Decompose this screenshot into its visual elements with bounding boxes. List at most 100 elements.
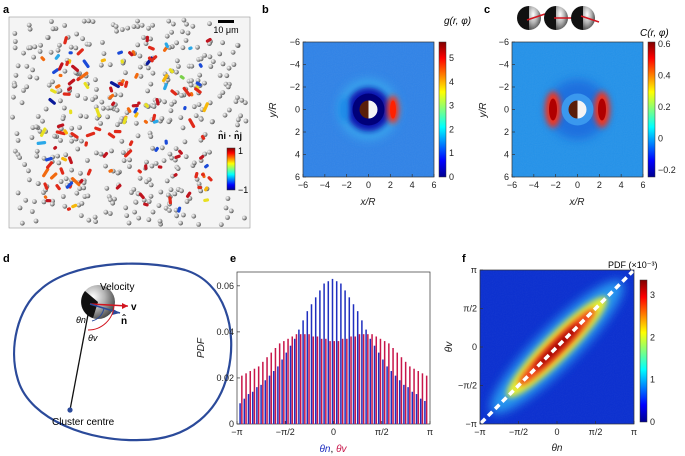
- particle: [109, 105, 114, 110]
- panel-e-label: e: [230, 253, 236, 265]
- trajectory: [36, 141, 47, 145]
- particle: [226, 107, 232, 113]
- trajectory: [188, 46, 193, 51]
- particle: [94, 87, 99, 92]
- panel-a-colorbar-min: −1: [238, 185, 248, 195]
- trajectory: [85, 131, 96, 138]
- bar-theta-v: [308, 334, 310, 424]
- orientation-arrowhead: [112, 309, 120, 315]
- trajectory: [155, 97, 160, 106]
- x-tick-label: 0: [554, 427, 559, 437]
- particle: [167, 151, 173, 157]
- x-tick-label: −π: [231, 427, 242, 437]
- trajectory: [63, 36, 68, 45]
- particle: [174, 58, 180, 64]
- colorbar-tick-label: 0: [658, 134, 663, 144]
- x-tick-label: −π: [474, 427, 485, 437]
- colorbar-tick-label: 1: [650, 375, 655, 385]
- trajectory: [152, 113, 157, 122]
- particle: [119, 27, 125, 32]
- bar-theta-v: [278, 343, 281, 424]
- xlabel-theta-n: θn: [320, 444, 331, 455]
- particle: [135, 133, 141, 139]
- particle: [14, 131, 20, 137]
- particle: [174, 69, 179, 75]
- y-tick-label: 4: [504, 150, 509, 160]
- y-tick-label: −6: [499, 37, 509, 47]
- particle: [198, 188, 204, 194]
- trajectory: [45, 161, 54, 169]
- bar-theta-v: [325, 338, 327, 424]
- colorbar-tick-label: −0.2: [658, 165, 676, 175]
- panel-c-colorbar: [647, 41, 656, 178]
- y-tick-label: −π: [466, 419, 477, 429]
- particle: [118, 92, 124, 98]
- bar-theta-n: [348, 297, 351, 424]
- particle: [81, 185, 87, 191]
- bar-theta-n: [361, 320, 363, 424]
- particle: [223, 205, 229, 211]
- particle: [124, 213, 130, 219]
- x-tick-label: π/2: [589, 427, 603, 437]
- bar-theta-n: [264, 380, 267, 424]
- particle: [34, 153, 40, 159]
- particle: [58, 138, 63, 143]
- particle: [19, 100, 25, 106]
- theta-n-label: θn: [76, 315, 86, 325]
- colorbar-tick-label: 0.2: [658, 102, 671, 112]
- particle: [62, 23, 67, 28]
- particle-icon-dark-half: [568, 100, 578, 119]
- particle: [49, 19, 54, 24]
- particle: [196, 102, 202, 107]
- bar-theta-v: [262, 361, 264, 424]
- x-tick-label: 4: [619, 180, 624, 190]
- particle: [21, 88, 26, 93]
- particle: [239, 97, 245, 103]
- trajectory: [107, 132, 116, 139]
- bar-theta-v: [413, 368, 415, 424]
- bar-theta-n: [386, 366, 388, 424]
- trajectory: [162, 73, 169, 83]
- particle: [191, 160, 197, 166]
- bar-theta-v: [253, 368, 256, 424]
- particle: [77, 186, 83, 192]
- bar-theta-v: [337, 341, 340, 424]
- trajectory: [168, 68, 174, 74]
- bar-theta-v: [304, 334, 306, 424]
- y-tick-label: −6: [290, 37, 300, 47]
- particle: [242, 215, 247, 221]
- bar-theta-n: [323, 283, 325, 424]
- bar-theta-n: [319, 290, 321, 424]
- particle: [75, 93, 80, 98]
- particle: [13, 72, 19, 78]
- particle: [86, 217, 92, 223]
- bar-theta-v: [291, 336, 294, 424]
- particle: [17, 155, 22, 161]
- y-tick-label: 4: [295, 150, 300, 160]
- bar-theta-v: [379, 338, 382, 424]
- particle: [126, 164, 132, 169]
- particle: [196, 181, 202, 187]
- bar-theta-n: [403, 384, 405, 424]
- panel-b-label: b: [262, 4, 269, 16]
- colorbar-tick-label: 0: [449, 172, 454, 182]
- panel-c-colorbar-ticks: 0.6 0.4 0.2 0 −0.2: [658, 39, 676, 175]
- particle: [113, 24, 119, 29]
- x-tick-label: −2: [342, 180, 352, 190]
- particle: [145, 88, 151, 94]
- panel-f-ylabel: θv: [444, 341, 455, 352]
- bar-theta-n: [277, 366, 279, 424]
- particle: [83, 96, 88, 101]
- particle: [146, 25, 151, 31]
- particle: [22, 162, 27, 167]
- particle: [93, 150, 99, 156]
- bar-theta-n: [369, 338, 372, 424]
- x-tick-label: −4: [320, 180, 330, 190]
- particle: [217, 51, 223, 57]
- bar-theta-v: [316, 336, 319, 424]
- particle-icon-dark-half: [359, 100, 369, 119]
- bar-theta-v: [388, 343, 390, 424]
- particle: [107, 211, 113, 216]
- panel-f-label: f: [462, 253, 466, 265]
- n-label: n̂: [121, 314, 127, 327]
